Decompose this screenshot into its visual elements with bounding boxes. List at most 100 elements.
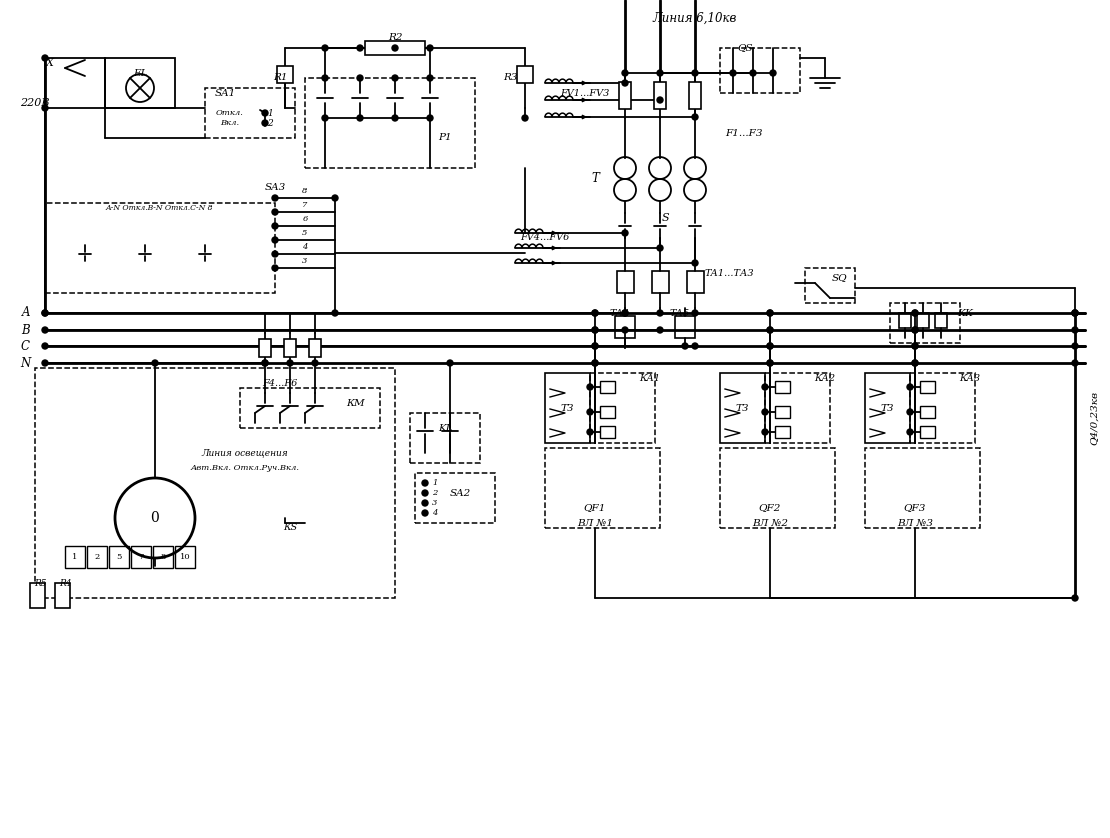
Circle shape [767, 327, 773, 333]
Text: F1...F3: F1...F3 [725, 128, 763, 137]
Circle shape [692, 70, 698, 76]
Bar [410, 413, 480, 463]
Bar [910, 373, 975, 443]
Bar [131, 546, 151, 568]
Text: КМ: КМ [345, 399, 364, 407]
Text: ТА4: ТА4 [609, 308, 630, 318]
Circle shape [912, 327, 918, 333]
Bar [46, 203, 275, 293]
Bar [309, 339, 321, 357]
Text: 1: 1 [72, 553, 78, 561]
Text: C: C [21, 339, 30, 353]
Circle shape [657, 245, 663, 251]
Circle shape [730, 70, 736, 76]
Text: 220В: 220В [20, 98, 50, 108]
Bar [686, 271, 704, 293]
Bar [591, 373, 655, 443]
Text: QF3: QF3 [904, 504, 926, 513]
Circle shape [42, 360, 48, 366]
Bar [601, 426, 615, 438]
Text: 1: 1 [268, 108, 273, 117]
Text: КS: КS [283, 524, 297, 532]
Circle shape [392, 75, 398, 81]
Circle shape [622, 230, 628, 236]
Bar [865, 448, 980, 528]
Circle shape [750, 70, 756, 76]
Circle shape [312, 360, 317, 366]
Circle shape [42, 310, 48, 316]
Circle shape [767, 310, 773, 316]
Text: R1: R1 [273, 74, 287, 82]
Circle shape [587, 384, 593, 390]
Text: R3: R3 [503, 74, 517, 82]
Text: 8: 8 [160, 553, 165, 561]
Bar [920, 406, 935, 418]
Circle shape [912, 310, 918, 316]
Text: Q4/0,23кв: Q4/0,23кв [1090, 391, 1100, 445]
Circle shape [657, 327, 663, 333]
Circle shape [622, 70, 628, 76]
Bar [36, 368, 395, 598]
Circle shape [272, 209, 278, 215]
Bar [675, 316, 695, 338]
Circle shape [592, 343, 598, 349]
Circle shape [912, 310, 918, 316]
Text: Авт.Вкл. Откл.Руч.Вкл.: Авт.Вкл. Откл.Руч.Вкл. [191, 464, 300, 472]
Circle shape [447, 360, 453, 366]
Circle shape [682, 343, 688, 349]
Circle shape [657, 70, 663, 76]
Circle shape [357, 75, 363, 81]
Text: 4: 4 [302, 243, 307, 251]
Circle shape [392, 115, 398, 121]
Text: 3: 3 [432, 499, 437, 507]
Text: QF2: QF2 [759, 504, 781, 513]
Text: F4...F6: F4...F6 [262, 379, 297, 387]
Circle shape [912, 327, 918, 333]
Bar [153, 546, 173, 568]
Circle shape [322, 75, 327, 81]
Bar [899, 313, 911, 328]
Text: FV1...FV3: FV1...FV3 [561, 89, 609, 97]
Bar [920, 381, 935, 393]
Text: 2: 2 [432, 489, 437, 497]
Text: КК: КК [957, 308, 973, 318]
Text: SA1: SA1 [214, 89, 235, 97]
Text: ВЛ №3: ВЛ №3 [897, 519, 934, 527]
Circle shape [1072, 327, 1078, 333]
Circle shape [767, 343, 773, 349]
Text: Р1: Р1 [438, 133, 452, 142]
Circle shape [1072, 595, 1078, 601]
Bar [920, 426, 935, 438]
Circle shape [767, 343, 773, 349]
Circle shape [262, 120, 268, 126]
Circle shape [332, 310, 339, 316]
Circle shape [42, 55, 48, 61]
Circle shape [322, 115, 327, 121]
Text: 10: 10 [180, 553, 190, 561]
Circle shape [322, 45, 327, 51]
Bar [865, 373, 910, 443]
Bar [616, 271, 634, 293]
Circle shape [622, 327, 628, 333]
Text: SQ: SQ [832, 273, 848, 282]
Circle shape [272, 237, 278, 243]
Text: ТЗ: ТЗ [880, 404, 894, 412]
Bar [175, 546, 195, 568]
Bar [775, 381, 790, 393]
Circle shape [272, 265, 278, 271]
Bar [652, 271, 668, 293]
Circle shape [767, 360, 773, 366]
Circle shape [42, 310, 48, 316]
Bar [720, 373, 765, 443]
Bar [56, 583, 70, 608]
Text: 5: 5 [117, 553, 122, 561]
Text: 4: 4 [432, 509, 437, 517]
Circle shape [907, 409, 914, 415]
Text: 7: 7 [302, 201, 307, 209]
Circle shape [912, 343, 918, 349]
Circle shape [392, 45, 398, 51]
Bar [805, 268, 855, 303]
Bar [601, 406, 615, 418]
Bar [601, 381, 615, 393]
Circle shape [427, 45, 433, 51]
